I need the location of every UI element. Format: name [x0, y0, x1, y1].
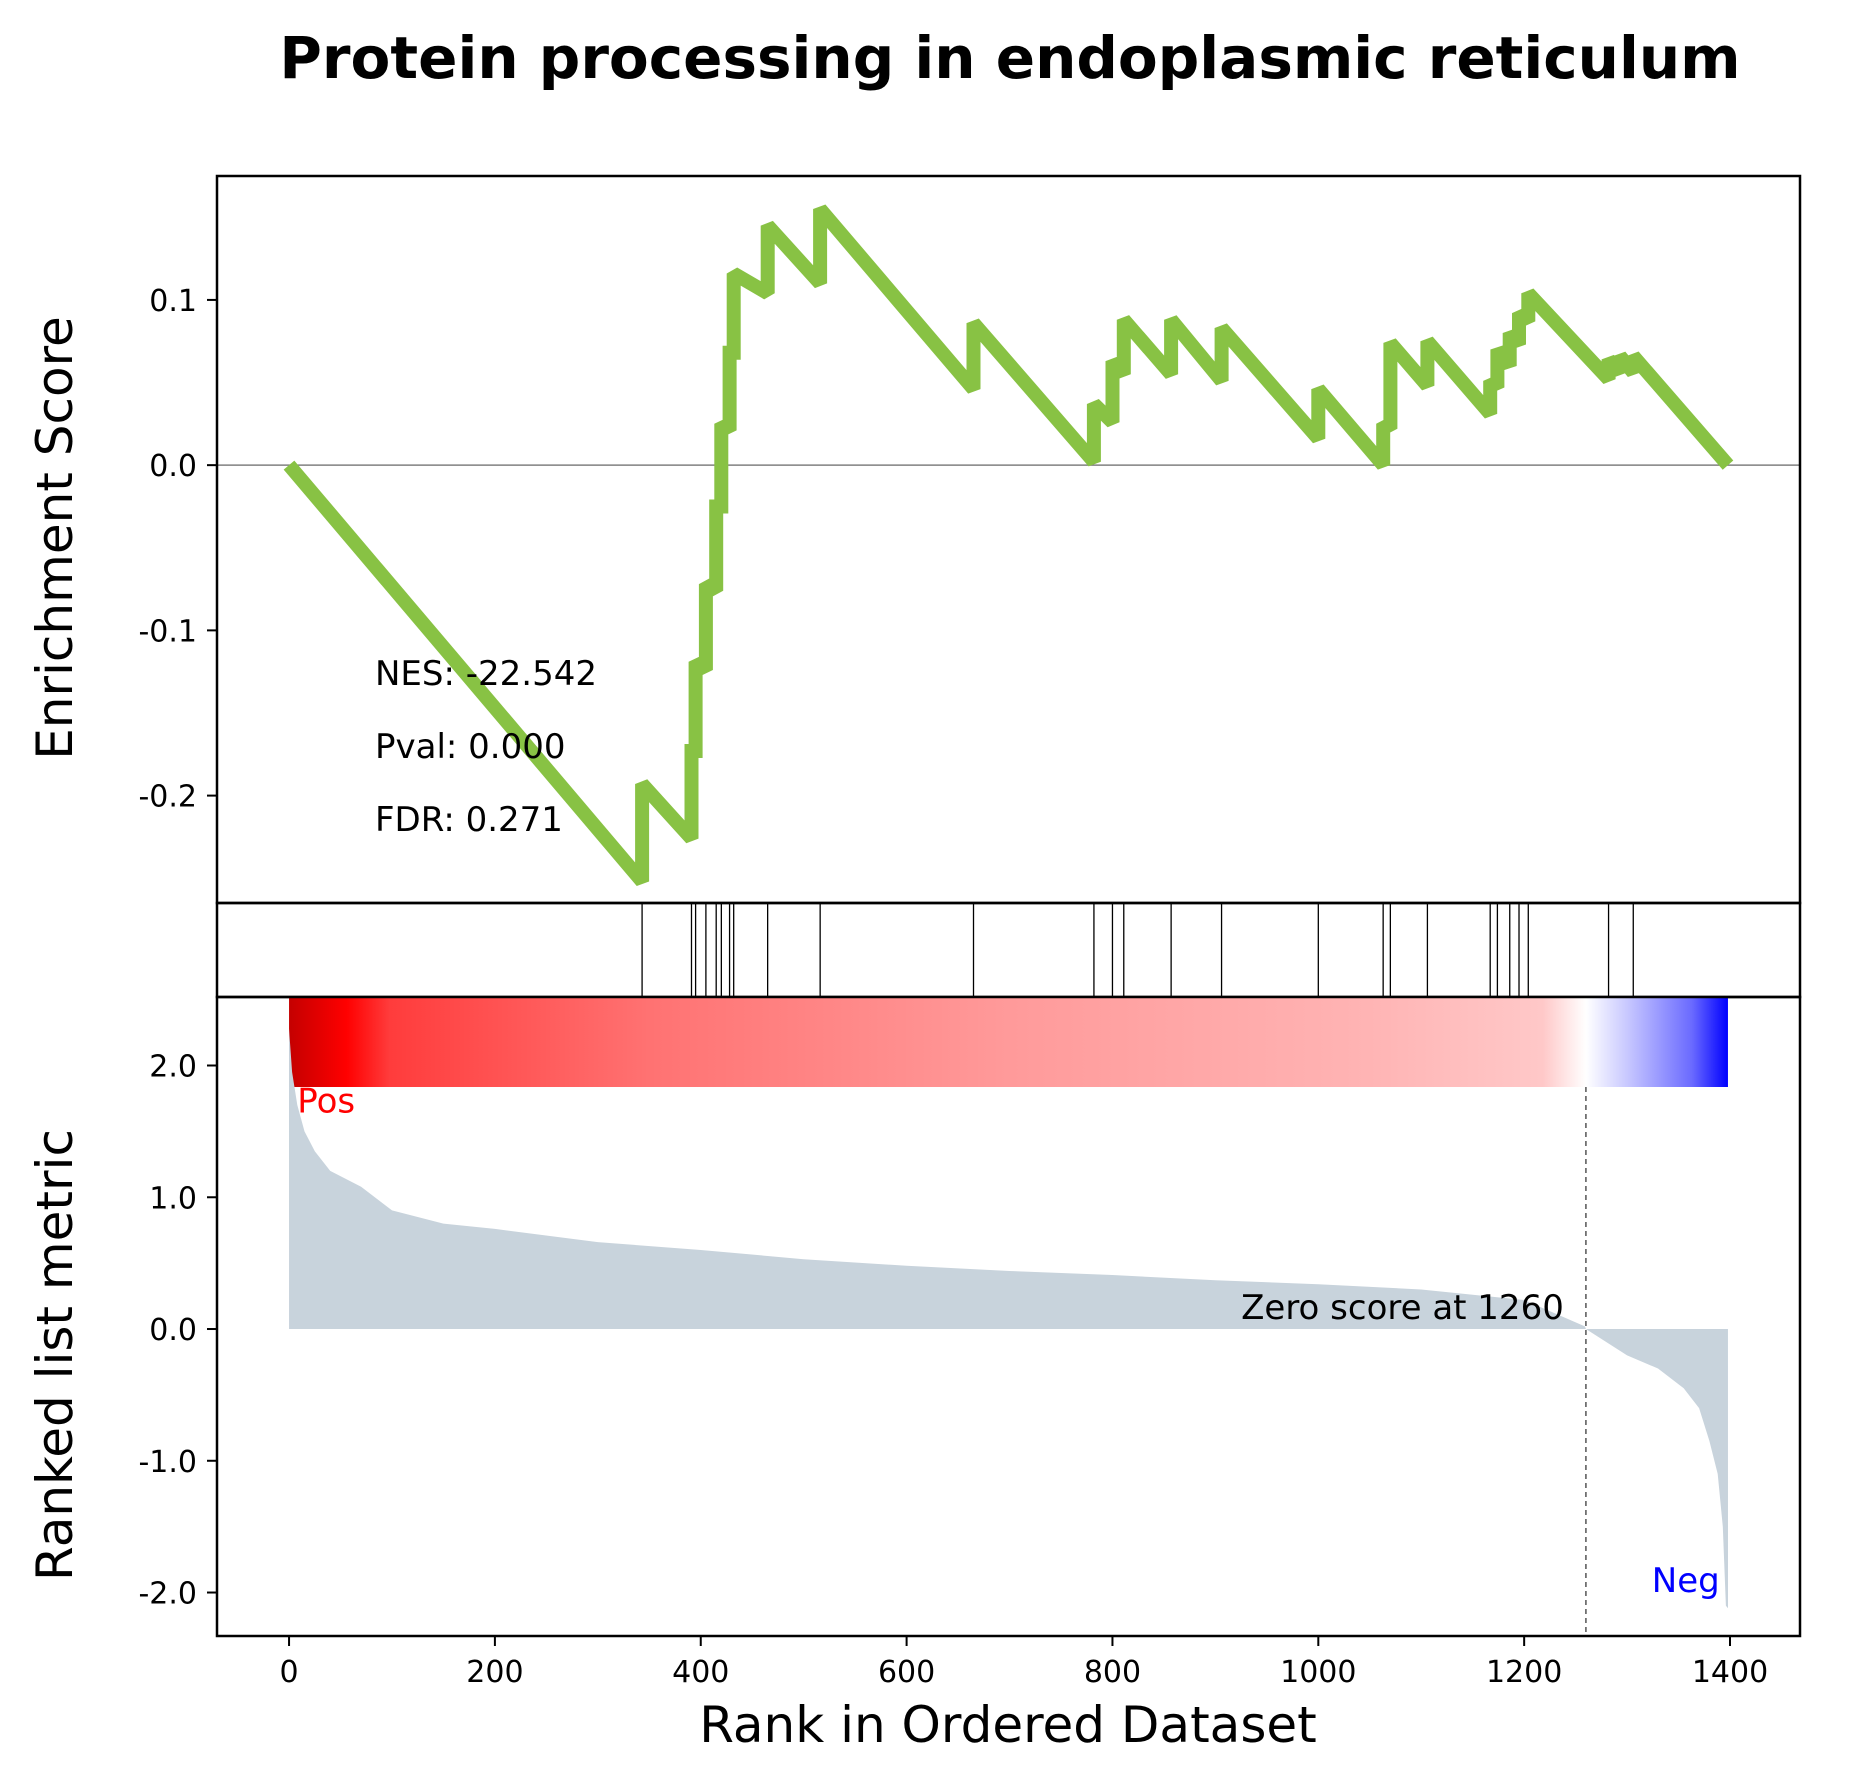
- stat-label: Pval: 0.000: [375, 727, 566, 767]
- x-tick-label: 1400: [1692, 1655, 1768, 1690]
- es-axes-frame: [215, 174, 1802, 905]
- x-tick-label: 1000: [1280, 1655, 1356, 1690]
- zero-score-label: Zero score at 1260: [1241, 1288, 1564, 1328]
- x-tick-label: 0: [280, 1655, 299, 1690]
- x-tick-label: 400: [672, 1655, 729, 1690]
- x-axis-label: Rank in Ordered Dataset: [699, 1696, 1316, 1754]
- neg-label: Neg: [1652, 1561, 1720, 1601]
- es-y-tick-label: -0.1: [138, 614, 197, 649]
- rank-heatmap-panel: [289, 997, 1728, 1087]
- enrichment-score-panel: 0.1 0.0 -0.1 -0.2 NES: -22.542 Pval: 0.000 FDR…: [138, 174, 1802, 905]
- hit-markers-panel: [215, 901, 1802, 999]
- metric-y-tick-label: -1.0: [138, 1445, 197, 1480]
- x-tick-label: 200: [466, 1655, 523, 1690]
- rank-heatmap-bar: [289, 997, 1728, 1087]
- ranked-metric-area: [289, 1028, 1728, 1609]
- es-y-tick-label: 0.1: [149, 284, 197, 319]
- x-tick-label: 600: [878, 1655, 935, 1690]
- x-axis: 0 200 400 600 800 1000 1200 1400: [280, 1636, 1768, 1690]
- chart-title: Protein processing in endoplasmic reticu…: [279, 24, 1740, 92]
- metric-y-axis-label: Ranked list metric: [26, 1129, 84, 1581]
- hits-axes-frame: [215, 901, 1802, 999]
- pos-label: Pos: [297, 1081, 355, 1121]
- ranked-metric-panel: 2.0 1.0 0.0 -1.0 -2.0 Zero score at 1260 Pos Ne…: [138, 995, 1802, 1638]
- es-y-tick-label: -0.2: [138, 780, 197, 815]
- metric-y-tick-label: 1.0: [149, 1181, 197, 1216]
- x-tick-label: 1200: [1486, 1655, 1562, 1690]
- enrichment-score-line: [283, 204, 1734, 887]
- stat-label: NES: -22.542: [375, 654, 597, 694]
- stat-label: FDR: 0.271: [375, 800, 563, 840]
- x-tick-label: 800: [1084, 1655, 1141, 1690]
- metric-y-tick-label: 0.0: [149, 1313, 197, 1348]
- metric-y-tick-label: -2.0: [138, 1577, 197, 1612]
- metric-y-tick-label: 2.0: [149, 1050, 197, 1085]
- es-y-tick-label: 0.0: [149, 449, 197, 484]
- enrichment-y-axis-label: Enrichment Score: [26, 316, 84, 760]
- metric-axes-frame: [215, 995, 1802, 1638]
